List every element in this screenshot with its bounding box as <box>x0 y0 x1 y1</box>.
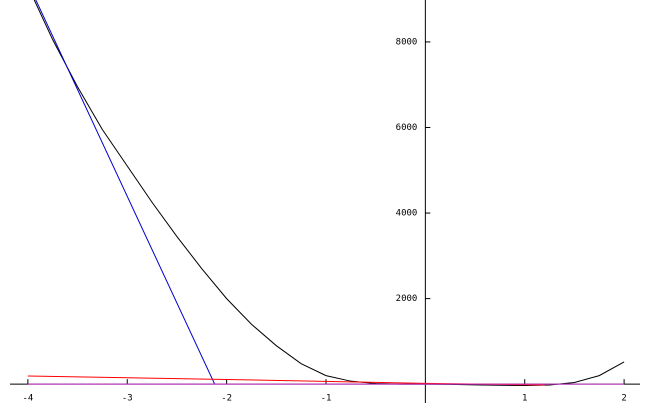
y-tick-label: 6000 <box>396 123 418 133</box>
x-tick-label: 1 <box>522 394 527 403</box>
y-tick-label: 2000 <box>396 294 418 304</box>
y-tick-label: 4000 <box>396 209 418 219</box>
x-tick-label: -1 <box>321 394 332 403</box>
x-tick-label: -2 <box>221 394 232 403</box>
x-tick-label: -4 <box>22 394 33 403</box>
y-tick-label: 8000 <box>396 37 418 47</box>
series-line <box>35 0 216 385</box>
x-tick-label: 2 <box>621 394 626 403</box>
x-tick-label: -3 <box>122 394 133 403</box>
series-line <box>33 0 625 386</box>
